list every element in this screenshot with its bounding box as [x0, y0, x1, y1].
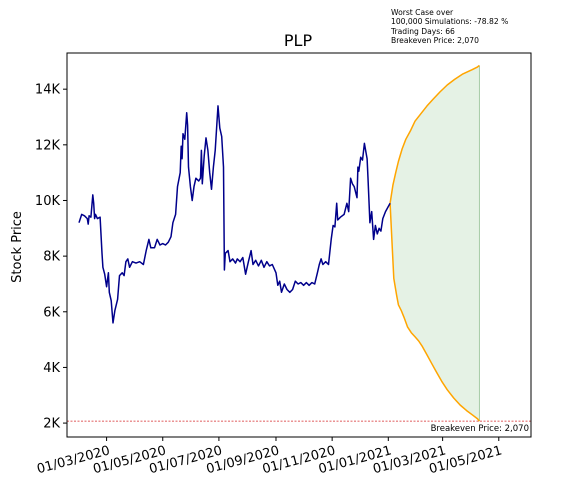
- y-tick-label: 8K: [43, 250, 60, 265]
- y-axis-label: Stock Price: [10, 211, 25, 283]
- plot-area: Breakeven Price: 2,0702K4K6K8K10K12K14K0…: [35, 52, 532, 477]
- annotation-line-1: Worst Case over: [391, 8, 454, 17]
- y-tick-label: 6K: [43, 305, 60, 320]
- plot-frame: [66, 52, 532, 438]
- y-tick-label: 10K: [35, 194, 61, 209]
- price-history-line: [78, 105, 391, 324]
- simulation-annotation: Worst Case over 100,000 Simulations: -78…: [391, 8, 508, 46]
- chart-title: PLP: [284, 31, 313, 50]
- simulation-band: [390, 65, 480, 422]
- y-tick-label: 4K: [43, 361, 60, 376]
- annotation-line-2: 100,000 Simulations: -78.82 %: [391, 17, 509, 27]
- annotation-line-3: Trading Days: 66: [391, 26, 455, 36]
- annotation-line-4: Breakeven Price: 2,070: [391, 36, 479, 46]
- projection-upper-line: [389, 64, 480, 204]
- y-tick-label: 14K: [35, 83, 61, 98]
- y-tick-label: 2K: [43, 417, 60, 432]
- projection-lower-line: [389, 203, 480, 422]
- y-tick-label: 12K: [35, 138, 61, 153]
- breakeven-label: Breakeven Price: 2,070: [431, 424, 529, 434]
